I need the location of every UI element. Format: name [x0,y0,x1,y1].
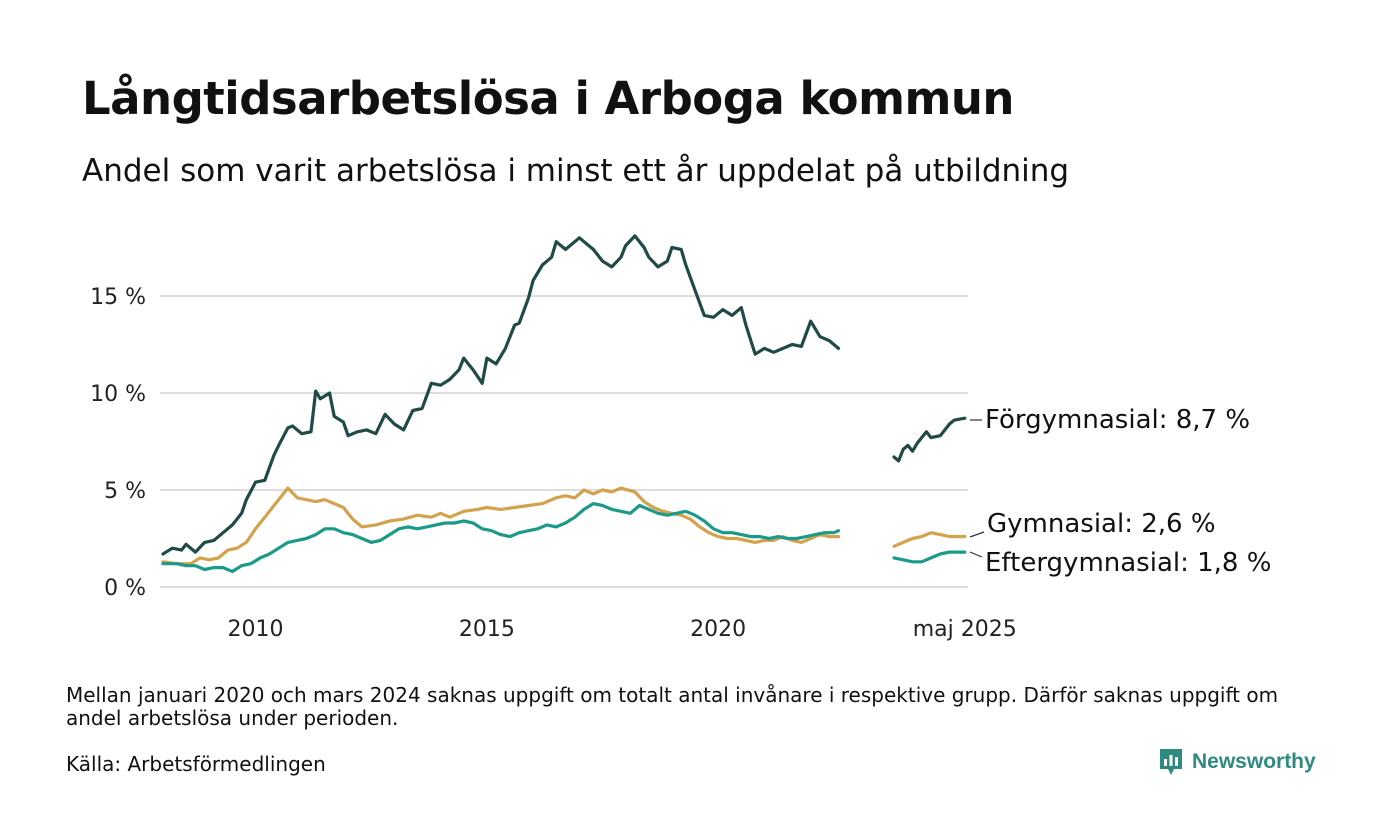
x-tick-label: maj 2025 [913,617,1017,642]
end-label-gymnasial: Gymnasial: 2,6 % [987,509,1216,539]
series-line-förgymnasial [892,416,967,463]
series-line-förgymnasial [161,234,841,556]
x-tick-label: 2010 [228,617,284,642]
series-line-gymnasial [892,531,967,548]
end-label-eftergymnasial: Eftergymnasial: 1,8 % [985,548,1271,578]
gridlines [160,295,968,588]
chart-subtitle: Andel som varit arbetslösa i minst ett å… [82,153,1070,189]
series-line-eftergymnasial [161,502,841,574]
x-tick-label: 2015 [459,617,515,642]
y-axis-ticks: 0 % 5 % 10 % 15 % [90,285,146,601]
x-axis-ticks: 2010 2015 2020 maj 2025 [228,617,1017,642]
newsworthy-logo-text: Newsworthy [1192,750,1316,773]
end-label-förgymnasial: Förgymnasial: 8,7 % [985,405,1250,435]
newsworthy-logo[interactable]: Newsworthy [1158,747,1316,777]
line-chart: 0 % 5 % 10 % 15 % 2010 2015 2020 maj 2025 Förg… [90,234,1271,642]
y-tick-label: 5 % [104,479,146,504]
source-note: Källa: Arbetsförmedlingen [66,752,326,776]
series-lines [161,234,967,574]
x-tick-label: 2020 [690,617,746,642]
y-tick-label: 10 % [90,382,146,407]
series-line-eftergymnasial [892,550,967,564]
end-label-leader [969,531,985,538]
newsworthy-logo-icon [1160,749,1182,775]
series-line-gymnasial [161,486,841,566]
chart-title: Långtidsarbetslösa i Arboga kommun [82,72,1014,125]
end-labels: Förgymnasial: 8,7 % Gymnasial: 2,6 % Efter… [969,405,1271,578]
y-tick-label: 15 % [90,285,146,310]
footnote: Mellan januari 2020 och mars 2024 saknas… [66,683,1279,730]
end-label-leader [969,551,983,558]
y-tick-label: 0 % [104,576,146,601]
